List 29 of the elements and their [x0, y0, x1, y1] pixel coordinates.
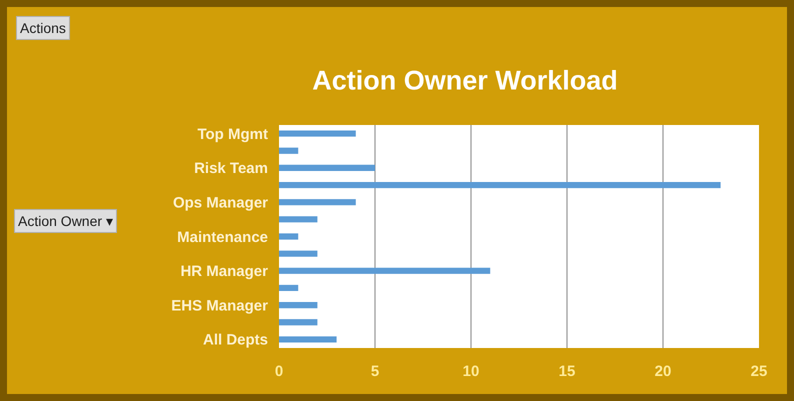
y-tick-label: EHS Manager [171, 297, 268, 314]
bar [279, 164, 375, 171]
text: Action Owner ▾ [18, 213, 113, 229]
bar [279, 182, 721, 188]
y-tick-label: Top Mgmt [197, 126, 268, 143]
bar [279, 250, 318, 257]
x-tick-label: 20 [654, 363, 672, 380]
bar [279, 268, 490, 274]
y-tick-label: All Depts [202, 332, 268, 349]
bar [279, 319, 318, 326]
x-tick-label: 10 [462, 363, 480, 380]
chart-title: Action Owner Workload [312, 65, 618, 96]
bar [279, 216, 318, 222]
bar [279, 148, 298, 154]
y-tick-label: HR Manager [180, 263, 268, 280]
text: Actions [20, 20, 66, 36]
x-tick-label: 5 [370, 363, 380, 380]
y-tick-label: Risk Team [194, 160, 268, 178]
x-tick-label: 15 [558, 363, 576, 380]
y-tick-label: Maintenance [177, 228, 268, 246]
y-tick-label: Ops Manager [172, 194, 268, 212]
bar [279, 284, 298, 292]
bar [279, 199, 356, 206]
bar [279, 233, 298, 240]
bar [279, 336, 337, 343]
x-tick-label: 0 [274, 363, 284, 380]
bar [279, 130, 356, 137]
x-tick-label: 25 [750, 363, 768, 380]
bar [279, 302, 318, 308]
